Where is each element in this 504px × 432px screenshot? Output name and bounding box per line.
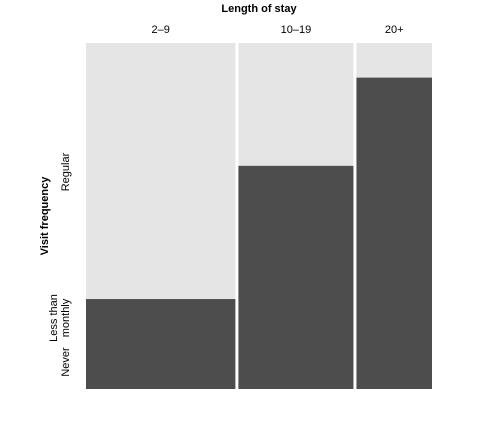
cell-never-less-monthly-3	[356, 77, 432, 389]
y-tick-label-line: Less than	[48, 294, 60, 342]
x-tick-label-2: 10–19	[281, 24, 312, 36]
cell-never-less-monthly-2	[238, 165, 354, 389]
chart-title: Length of stay	[221, 3, 297, 15]
cell-regular-2	[238, 43, 354, 166]
x-tick-label-3: 20+	[385, 24, 404, 36]
y-tick-label-line: monthly	[60, 298, 72, 337]
y-axis-title: Visit frequency	[39, 176, 51, 256]
cell-regular-1	[86, 43, 236, 300]
y-tick-label-line: Never	[60, 347, 72, 377]
y-tick-label-3: Regular	[60, 152, 72, 191]
x-tick-label-1: 2–9	[152, 24, 170, 36]
y-tick-label-2: Less thanmonthly	[48, 294, 72, 342]
mosaic-cells	[86, 43, 432, 389]
y-tick-label-1: Never	[60, 347, 72, 377]
cell-never-less-monthly-1	[86, 299, 236, 389]
y-tick-label-line: Regular	[60, 152, 72, 191]
cell-regular-3	[356, 43, 432, 78]
x-tick-labels: 2–9 10–19 20+	[152, 24, 404, 36]
